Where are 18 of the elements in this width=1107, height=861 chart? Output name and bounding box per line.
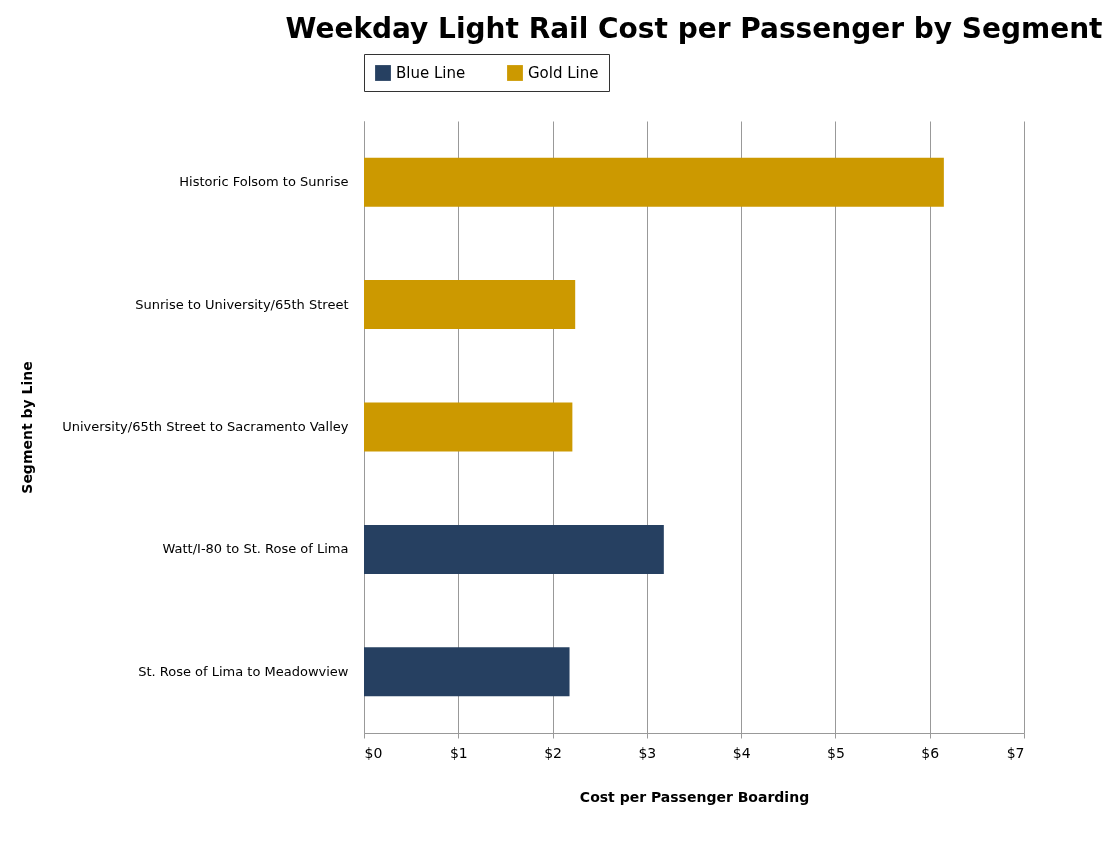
y-axis-title: Segment by Line [18, 361, 35, 494]
y-tick-label: Historic Folsom to Sunrise [179, 174, 349, 190]
x-tick-label: $5 [827, 744, 845, 761]
x-tick-label: $6 [921, 744, 940, 761]
legend-label: Gold Line [528, 64, 599, 82]
y-tick-label: Watt/I-80 to St. Rose of Lima [162, 541, 349, 557]
legend-label: Blue Line [396, 64, 466, 82]
x-tick-label: $0 [364, 744, 383, 761]
y-tick-label: Sunrise to University/65th Street [135, 296, 349, 312]
x-axis-title: Cost per Passenger Boarding [579, 788, 810, 805]
x-tick-label: $4 [732, 744, 751, 761]
x-tick-label: $2 [544, 744, 562, 761]
y-tick-label: University/65th Street to Sacramento Valley [62, 419, 349, 434]
x-tick-label: $7 [1006, 744, 1025, 761]
y-tick-label: St. Rose of Lima to Meadowview [138, 663, 349, 679]
chart-title: Weekday Light Rail Cost per Passenger by Segment [285, 11, 1103, 45]
x-tick-label: $1 [449, 744, 468, 761]
x-tick-label: $3 [638, 744, 657, 761]
